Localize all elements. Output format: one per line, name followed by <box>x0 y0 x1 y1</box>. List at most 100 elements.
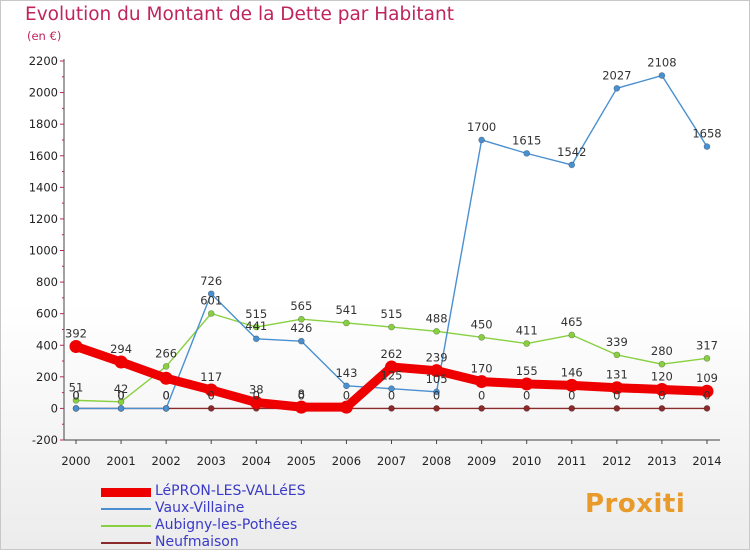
data-label: 515 <box>245 307 267 321</box>
data-point <box>703 405 711 412</box>
data-point <box>72 397 80 404</box>
data-point <box>523 405 531 412</box>
data-point <box>658 360 666 368</box>
data-label: 0 <box>162 388 169 402</box>
data-label: 317 <box>696 338 718 352</box>
data-label: 515 <box>381 307 403 321</box>
data-point <box>655 382 669 396</box>
data-label: 0 <box>117 388 124 402</box>
y-tick-label: 200 <box>36 370 58 384</box>
data-label: 239 <box>426 351 448 365</box>
y-tick-label: 0 <box>51 401 58 415</box>
data-point <box>613 405 621 412</box>
legend-swatch <box>101 542 151 544</box>
data-point <box>613 351 621 359</box>
data-point <box>207 405 215 412</box>
legend-swatch <box>101 508 151 510</box>
data-point <box>252 323 260 331</box>
data-point <box>298 315 305 323</box>
data-point <box>703 143 711 150</box>
data-label: 0 <box>703 388 710 402</box>
data-point <box>117 405 125 412</box>
y-tick-label: 1800 <box>29 117 58 131</box>
data-label: 155 <box>516 364 538 378</box>
data-point <box>294 400 308 414</box>
data-point <box>610 381 624 395</box>
data-label: 0 <box>72 388 79 402</box>
data-point <box>568 331 576 339</box>
data-label: 51 <box>69 380 84 394</box>
x-tick-label: 2003 <box>197 454 226 468</box>
data-label: 143 <box>335 366 357 380</box>
data-label: 0 <box>72 388 79 402</box>
data-label: 42 <box>114 382 129 396</box>
data-label: 266 <box>155 346 177 360</box>
y-tick-label: 1200 <box>29 212 58 226</box>
logo-text: Proxiti <box>585 489 686 519</box>
data-label: 0 <box>162 388 169 402</box>
data-point <box>72 405 80 412</box>
data-label: 565 <box>290 299 312 313</box>
data-point <box>207 290 215 298</box>
data-point <box>114 355 128 369</box>
data-label: 0 <box>253 388 260 402</box>
x-tick-label: 2002 <box>151 454 180 468</box>
data-label: 0 <box>343 388 350 402</box>
data-label: 1700 <box>467 120 496 134</box>
legend-label: Neufmaison <box>155 534 239 550</box>
data-point <box>478 405 485 412</box>
data-label: 0 <box>388 388 395 402</box>
data-point <box>249 395 263 409</box>
data-label: 0 <box>478 388 485 402</box>
data-label: 1658 <box>692 127 721 141</box>
data-point <box>388 405 395 412</box>
x-tick-label: 2007 <box>377 454 406 468</box>
data-label: 392 <box>65 327 87 341</box>
x-tick-label: 2009 <box>467 454 496 468</box>
data-point <box>343 319 350 327</box>
data-label: 411 <box>516 324 538 338</box>
data-label: 294 <box>110 342 132 356</box>
data-point <box>523 150 531 157</box>
legend-label: Vaux-Villaine <box>155 500 245 516</box>
data-label: 0 <box>613 388 620 402</box>
x-tick-label: 2012 <box>602 454 631 468</box>
x-tick-label: 2008 <box>422 454 451 468</box>
data-label: 0 <box>568 388 575 402</box>
data-label: 426 <box>290 321 312 335</box>
data-label: 0 <box>658 388 665 402</box>
data-point <box>568 161 576 169</box>
data-label: 465 <box>561 315 583 329</box>
data-point <box>252 335 260 343</box>
data-point <box>162 363 170 370</box>
legend-swatch <box>101 525 151 527</box>
data-label: 146 <box>561 365 583 379</box>
x-tick-label: 2005 <box>287 454 316 468</box>
data-point <box>343 382 350 390</box>
chart-title: Evolution du Montant de la Dette par Hab… <box>25 4 454 25</box>
data-point <box>207 310 215 317</box>
data-label: 280 <box>651 344 673 358</box>
data-label: 38 <box>249 382 264 396</box>
data-label: 2027 <box>602 68 631 82</box>
data-point <box>568 405 576 412</box>
data-label: 0 <box>433 388 440 402</box>
x-tick-label: 2000 <box>61 454 90 468</box>
data-label: 0 <box>298 388 305 402</box>
y-tick-label: 1400 <box>29 180 58 194</box>
data-label: 125 <box>381 369 403 383</box>
data-point <box>430 364 444 378</box>
x-tick-label: 2014 <box>692 454 721 468</box>
legend-swatch <box>101 487 151 497</box>
data-point <box>475 375 489 389</box>
legend-label: Aubigny-les-Pothées <box>155 517 298 533</box>
data-point <box>384 360 398 374</box>
data-label: 1542 <box>557 145 586 159</box>
data-label: 1615 <box>512 133 541 147</box>
data-label: 450 <box>471 317 493 331</box>
data-point <box>703 355 711 362</box>
y-tick-label: 2000 <box>29 86 58 100</box>
x-tick-label: 2006 <box>332 454 361 468</box>
